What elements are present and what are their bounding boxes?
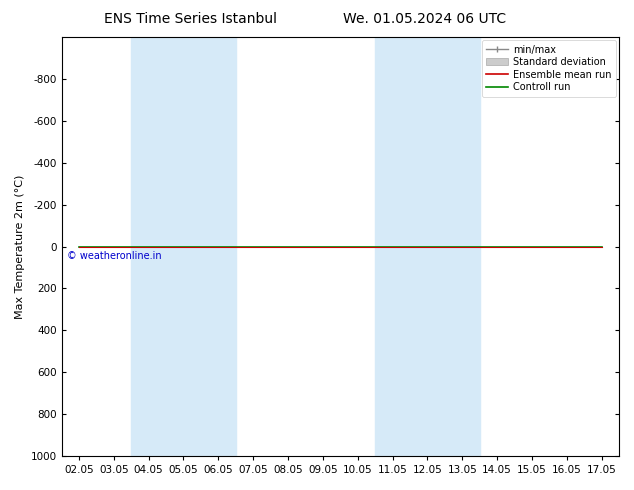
- Legend: min/max, Standard deviation, Ensemble mean run, Controll run: min/max, Standard deviation, Ensemble me…: [482, 40, 616, 97]
- Y-axis label: Max Temperature 2m (°C): Max Temperature 2m (°C): [15, 174, 25, 318]
- Bar: [375, 37, 480, 456]
- Text: We. 01.05.2024 06 UTC: We. 01.05.2024 06 UTC: [343, 12, 507, 26]
- Bar: [131, 37, 236, 456]
- Text: © weatheronline.in: © weatheronline.in: [67, 251, 162, 261]
- Text: ENS Time Series Istanbul: ENS Time Series Istanbul: [104, 12, 276, 26]
